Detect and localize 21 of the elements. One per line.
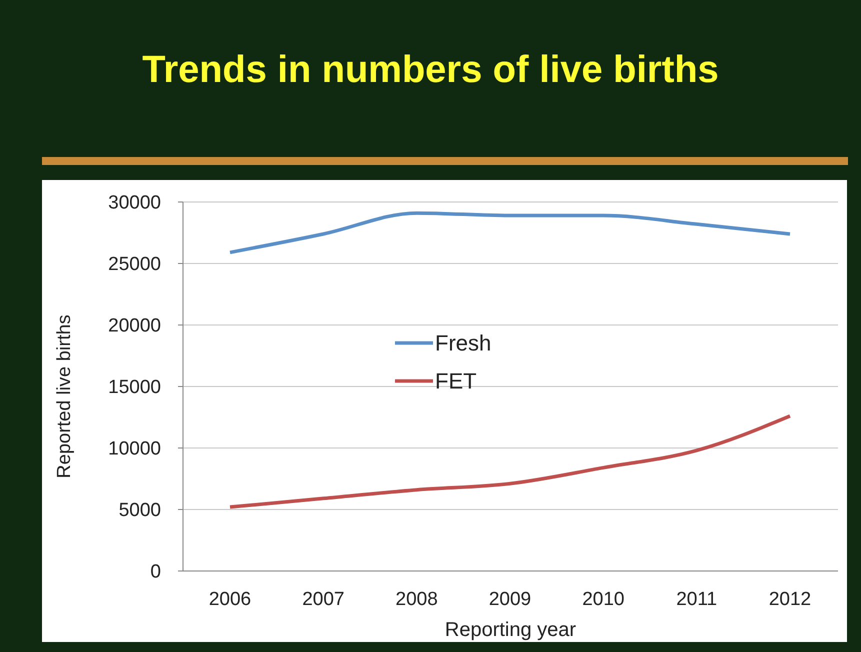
line-series — [228, 211, 792, 254]
x-tick-label: 2008 — [396, 589, 438, 610]
x-tick-label: 2009 — [488, 589, 532, 610]
x-tick-label: 2012 — [768, 589, 812, 610]
y-tick-label: 20000 — [108, 316, 161, 337]
y-tick-label: 5000 — [118, 500, 161, 522]
x-tick-label: 2007 — [302, 589, 344, 610]
chart-title: Trends in numbers of live births — [142, 49, 719, 91]
y-tick-label: 25000 — [108, 254, 161, 276]
y-axis-title: Reported live births — [54, 314, 75, 478]
y-tick-label: 0 — [150, 562, 161, 583]
y-tick-label: 15000 — [108, 377, 161, 398]
x-tick-label: 2011 — [676, 589, 718, 610]
y-tick-label: 30000 — [108, 192, 161, 214]
x-axis-title: Reporting year — [444, 619, 576, 641]
line-series — [228, 414, 792, 509]
legend-label: Fresh — [435, 330, 492, 356]
y-tick-label: 10000 — [108, 438, 161, 460]
legend-label: FET — [435, 368, 477, 394]
x-tick-label: 2010 — [582, 589, 624, 610]
x-tick-label: 2006 — [208, 589, 252, 610]
